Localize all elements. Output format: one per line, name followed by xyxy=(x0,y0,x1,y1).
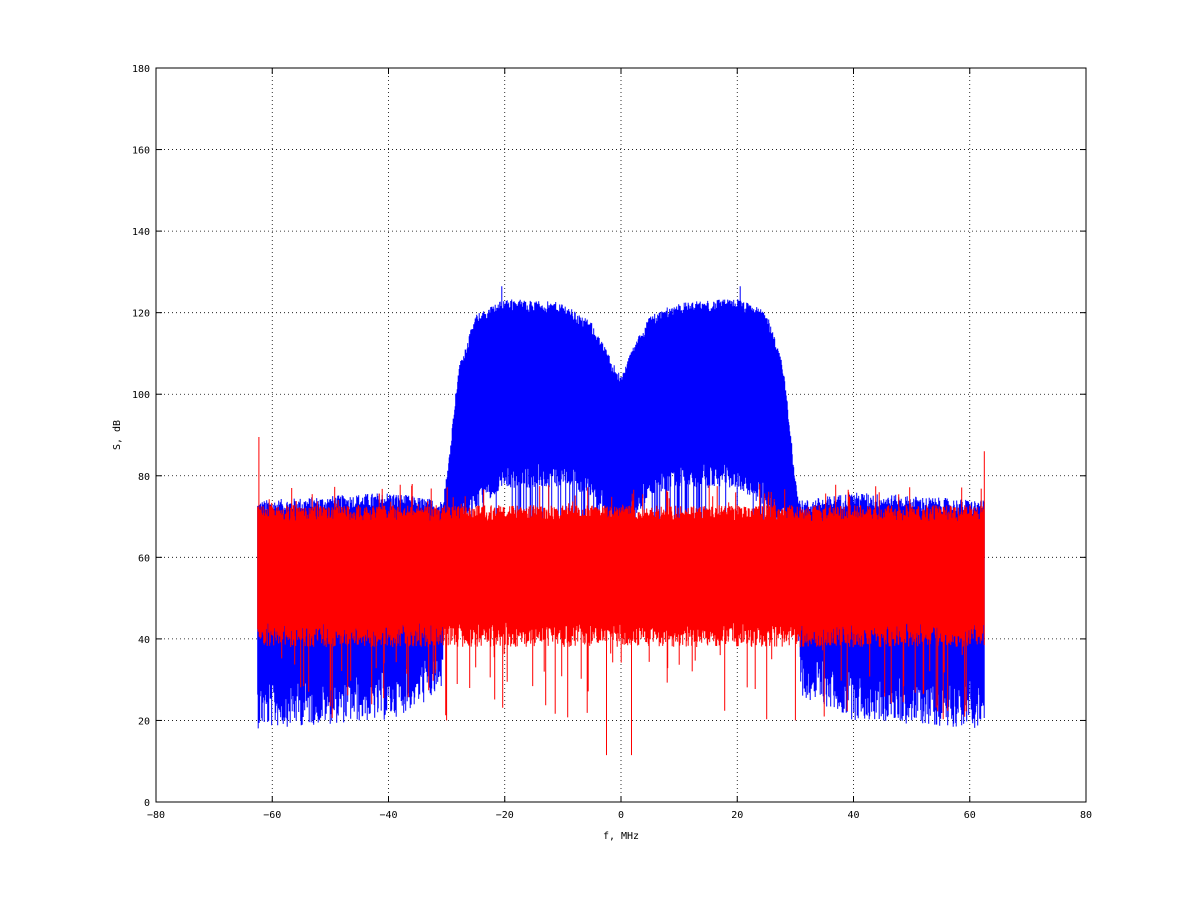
y-axis-label: S, dB xyxy=(112,420,123,450)
x-tick-label: −60 xyxy=(263,810,281,821)
x-tick-label: 80 xyxy=(1080,810,1092,821)
x-tick-label: −20 xyxy=(496,810,514,821)
series-layer xyxy=(257,286,985,756)
x-tick-label: 40 xyxy=(847,810,859,821)
y-tick-label: 100 xyxy=(132,390,150,401)
y-tick-label: 120 xyxy=(132,309,150,320)
x-tick-label: −80 xyxy=(147,810,165,821)
x-tick-label: 0 xyxy=(618,810,624,821)
y-tick-label: 0 xyxy=(144,798,150,809)
x-axis-label: f, MHz xyxy=(603,831,639,842)
y-tick-label: 20 xyxy=(138,716,150,727)
y-tick-label: 40 xyxy=(138,635,150,646)
y-tick-label: 160 xyxy=(132,146,150,157)
series-red-trace xyxy=(257,437,985,756)
y-tick-label: 140 xyxy=(132,227,150,238)
axis-ticks: −80 −60 −40 −20 0 20 40 60 80 0 20 40 60 80 100 120 140 1… xyxy=(132,64,1092,821)
y-tick-label: 180 xyxy=(132,64,150,75)
x-tick-label: 60 xyxy=(964,810,976,821)
x-tick-label: −40 xyxy=(379,810,397,821)
y-tick-label: 60 xyxy=(138,553,150,564)
y-tick-label: 80 xyxy=(138,472,150,483)
x-tick-label: 20 xyxy=(731,810,743,821)
